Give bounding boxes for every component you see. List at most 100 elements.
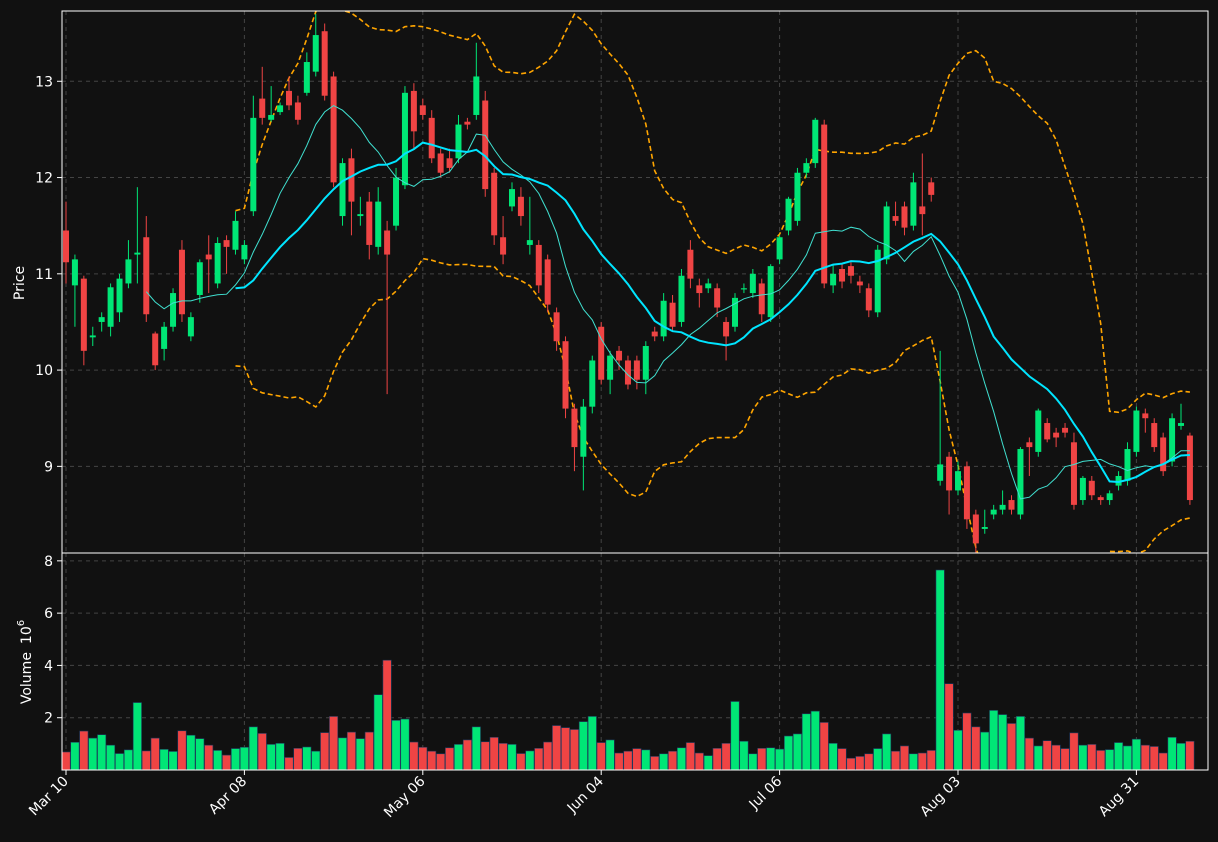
candle-body bbox=[1133, 410, 1140, 452]
candle-body bbox=[509, 189, 515, 207]
candle-body bbox=[1088, 480, 1095, 496]
candle-body bbox=[830, 273, 837, 286]
candle-body bbox=[286, 90, 292, 106]
volume-bar bbox=[561, 727, 571, 770]
sma-fast-line bbox=[145, 105, 1190, 500]
volume-bar bbox=[471, 726, 481, 770]
candle-body bbox=[384, 230, 391, 255]
candle-body bbox=[1062, 427, 1069, 433]
candle-body bbox=[812, 119, 819, 164]
volume-bar bbox=[739, 740, 749, 770]
candle-body bbox=[856, 281, 863, 286]
volume-bar bbox=[525, 750, 535, 770]
candle-body bbox=[1026, 442, 1033, 448]
candle-body bbox=[740, 288, 747, 290]
volume-bar bbox=[668, 750, 678, 770]
candle-body bbox=[321, 31, 328, 96]
volume-bar bbox=[632, 748, 642, 770]
volume-bar bbox=[150, 737, 160, 770]
volume-bar bbox=[115, 753, 125, 770]
candle-body bbox=[187, 317, 194, 337]
candle-body bbox=[1186, 435, 1193, 501]
candle-body bbox=[98, 317, 105, 322]
volume-bar bbox=[1149, 746, 1159, 770]
price-tick-label: 10 bbox=[35, 363, 53, 379]
candle-body bbox=[196, 262, 203, 295]
candle-body bbox=[874, 249, 881, 313]
candle-body bbox=[946, 456, 953, 491]
volume-bar bbox=[168, 751, 178, 770]
volume-bar bbox=[685, 742, 695, 770]
candle-body bbox=[464, 121, 471, 125]
volume-bar bbox=[703, 755, 713, 770]
price-tick-label: 12 bbox=[35, 171, 53, 187]
candle-body bbox=[1151, 423, 1158, 448]
candle-body bbox=[428, 117, 435, 159]
volume-bar bbox=[953, 729, 963, 770]
volume-bar bbox=[338, 737, 348, 770]
bollinger-upper-line bbox=[235, 11, 1190, 414]
candle-body bbox=[437, 153, 444, 173]
sma-slow-line bbox=[235, 141, 1190, 484]
volume-bar bbox=[275, 743, 285, 770]
candle-body bbox=[1142, 413, 1149, 419]
candle-body bbox=[63, 230, 69, 263]
volume-bar bbox=[373, 694, 383, 770]
volume-bar bbox=[676, 747, 686, 770]
candle-body bbox=[865, 288, 872, 311]
volume-bar bbox=[195, 738, 205, 770]
volume-bar bbox=[810, 710, 820, 770]
volume-bar bbox=[614, 752, 624, 770]
volume-bar bbox=[462, 739, 472, 770]
candle-body bbox=[473, 76, 480, 115]
candle-body bbox=[339, 163, 346, 217]
volume-bar bbox=[980, 731, 990, 770]
volume-bar bbox=[302, 746, 312, 770]
candle-body bbox=[1008, 500, 1015, 510]
candle-body bbox=[223, 240, 230, 247]
candle-body bbox=[107, 287, 114, 327]
volume-axis-label: Volume 106 bbox=[16, 620, 35, 704]
candle-body bbox=[294, 102, 301, 120]
volume-bar bbox=[70, 741, 80, 770]
volume-tick-label: 6 bbox=[44, 606, 53, 622]
volume-bar bbox=[534, 747, 544, 770]
candle-body bbox=[1044, 423, 1051, 440]
volume-bar bbox=[1051, 744, 1061, 770]
volume-bar bbox=[1131, 738, 1141, 770]
volume-bar bbox=[62, 751, 71, 770]
volume-bar bbox=[587, 716, 597, 770]
volume-bar bbox=[239, 746, 249, 770]
volume-bar bbox=[775, 748, 785, 770]
volume-bar bbox=[899, 745, 909, 770]
candle-body bbox=[205, 254, 212, 260]
volume-bar bbox=[971, 726, 981, 770]
volume-bar bbox=[721, 743, 731, 770]
volume-bar bbox=[436, 753, 446, 770]
candle-body bbox=[580, 406, 587, 457]
volume-bar bbox=[998, 714, 1008, 770]
volume-bar bbox=[1087, 744, 1097, 770]
candle-body bbox=[277, 105, 284, 113]
volume-bar bbox=[891, 750, 901, 770]
volume-bar bbox=[864, 753, 874, 770]
price-axis-label: Price bbox=[12, 266, 28, 300]
volume-bar bbox=[453, 744, 463, 770]
candle-body bbox=[170, 293, 177, 327]
candle-body bbox=[990, 509, 997, 515]
volume-scale-base: 10 bbox=[19, 626, 35, 644]
candle-body bbox=[901, 206, 908, 228]
candle-body bbox=[1178, 423, 1184, 426]
candle-body bbox=[696, 285, 703, 294]
candle-body bbox=[883, 206, 890, 260]
volume-tick-label: 4 bbox=[44, 658, 53, 674]
bollinger-lower-line bbox=[235, 257, 1191, 553]
candle-body bbox=[562, 341, 569, 409]
candle-body bbox=[785, 198, 792, 231]
candle-body bbox=[1053, 432, 1060, 438]
candle-body bbox=[999, 504, 1006, 510]
price-y-axis: 9 10 11 12 13 bbox=[35, 74, 62, 475]
candle-body bbox=[972, 514, 979, 544]
candle-body bbox=[410, 90, 417, 132]
